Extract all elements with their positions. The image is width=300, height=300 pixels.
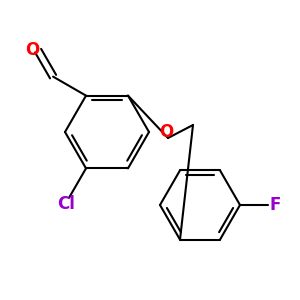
Text: O: O: [159, 123, 173, 141]
Text: Cl: Cl: [57, 195, 75, 213]
Text: O: O: [25, 40, 39, 58]
Text: F: F: [269, 196, 281, 214]
